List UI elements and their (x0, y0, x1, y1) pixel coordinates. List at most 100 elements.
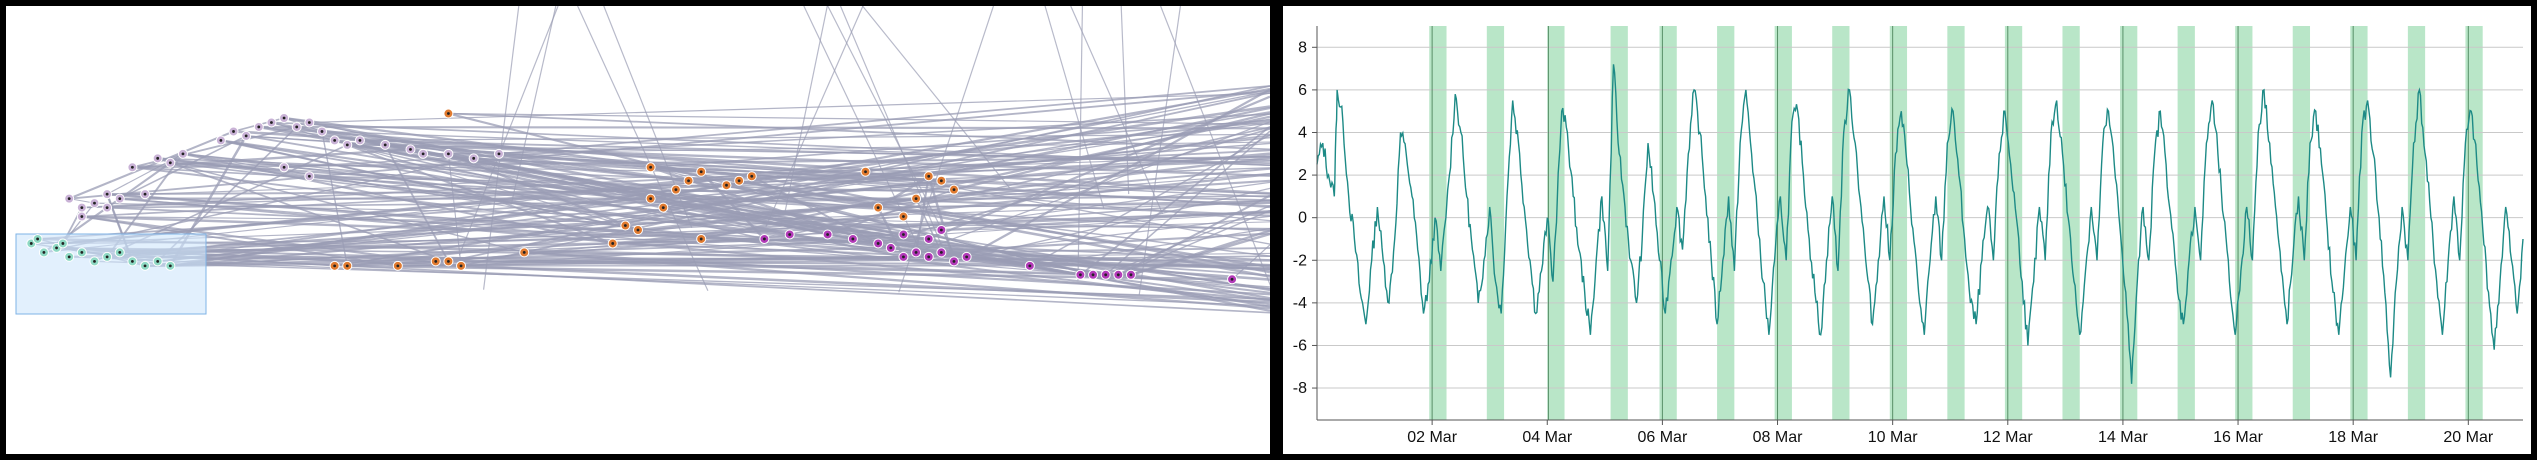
graph-node-center (143, 264, 147, 268)
graph-node-center (864, 170, 867, 174)
graph-node-center (902, 255, 905, 259)
graph-node-center (80, 206, 84, 210)
graph-node-center (61, 242, 65, 245)
graph-node-center (889, 246, 893, 250)
graph-node-center (927, 255, 931, 259)
graph-edge (448, 112, 1270, 151)
highlight-band (2177, 26, 2195, 420)
graph-node-center (105, 255, 109, 259)
graph-node-center (939, 228, 943, 232)
graph-panel[interactable] (6, 6, 1270, 454)
graph-edge (458, 6, 559, 256)
graph-edge (1160, 6, 1270, 287)
highlight-band (2062, 26, 2080, 420)
graph-node-center (105, 206, 109, 210)
graph-node-center (1104, 273, 1108, 277)
x-tick-label: 12 Mar (1983, 429, 2033, 446)
graph-edge (448, 112, 1270, 125)
highlight-band (2407, 26, 2426, 420)
highlight-band (1610, 26, 1628, 420)
graph-node-center (939, 179, 943, 183)
graph-edge (81, 215, 879, 245)
x-tick-label: 04 Mar (1522, 429, 1572, 446)
graph-node-center (282, 116, 286, 120)
series-line (1316, 64, 2524, 384)
x-tick-label: 16 Mar (2213, 429, 2263, 446)
graph-node-center (472, 156, 476, 160)
graph-edge (862, 6, 1011, 189)
graph-node-center (232, 130, 235, 133)
graph-edge (941, 251, 1270, 277)
graph-edge (765, 6, 864, 228)
graph-edge (170, 162, 525, 254)
graph-edge (346, 143, 614, 245)
graph-edge (1029, 227, 1270, 267)
timeseries-panel[interactable]: 8 6 4 2 0 -2 -4 -6 -8 02 Mar 04 Mar 06 Mar 08 Mar 10… (1283, 6, 2531, 454)
graph-node-center (29, 242, 33, 245)
graph-node-center (1079, 273, 1082, 277)
graph-edge (839, 6, 947, 255)
highlight-band (2235, 26, 2253, 420)
graph-node-center (333, 139, 337, 142)
graph-node-center (345, 264, 349, 268)
graph-node-center (219, 139, 223, 142)
graph-node-center (118, 197, 122, 201)
graph-edge (334, 133, 1270, 142)
graph-node-center (497, 152, 501, 156)
graph-node-center (447, 152, 450, 156)
graph-node-center (826, 233, 829, 236)
y-tick-labels: 8 6 4 2 0 -2 -4 -6 -8 (1293, 39, 1307, 397)
graph-node-center (80, 215, 84, 218)
graph-edge (1079, 125, 1270, 276)
graph-node-center (1028, 264, 1032, 268)
graph-node-center (244, 134, 248, 138)
graph-node-center (876, 206, 880, 210)
highlight-band (1659, 26, 1677, 420)
graph-edge (789, 126, 1270, 236)
graph-edge (510, 6, 557, 205)
y-tick-label: 6 (1298, 82, 1307, 99)
graph-node-center (1129, 273, 1133, 277)
selection-box[interactable] (15, 233, 207, 315)
graph-node-center (333, 264, 337, 268)
graph-edge (878, 200, 1270, 209)
graph-edge (157, 157, 740, 182)
graph-edge (1070, 6, 1164, 214)
graph-edge (1029, 134, 1270, 267)
graph-edge (334, 139, 904, 259)
graph-edge (877, 175, 930, 209)
graph-node-center (788, 233, 792, 236)
timeseries-chart[interactable]: 8 6 4 2 0 -2 -4 -6 -8 02 Mar 04 Mar 06 Mar 08 Mar 10… (1283, 6, 2531, 454)
graph-edges (31, 6, 1270, 314)
graph-node-center (1091, 273, 1095, 277)
graph-edge (69, 89, 1270, 200)
highlight-band (1774, 26, 1792, 420)
graph-node-center (295, 125, 299, 129)
graph-node-center (447, 112, 450, 115)
x-tick-label: 02 Mar (1407, 429, 1457, 446)
graph-canvas[interactable] (6, 6, 1270, 454)
graph-edge (1138, 6, 1182, 296)
highlight-band (2004, 26, 2023, 420)
graph-node-center (725, 183, 728, 187)
x-tick-label: 18 Mar (2328, 429, 2378, 446)
graph-node-center (168, 161, 172, 165)
graph-edge (953, 187, 1270, 262)
graph-node-center (737, 179, 741, 183)
graph-edge (941, 209, 1270, 232)
graph-edge (688, 180, 879, 209)
graph-edge (612, 173, 1270, 245)
graph-edge (309, 92, 1270, 124)
graph-edge (941, 251, 1270, 267)
x-tick-label: 08 Mar (1753, 429, 1803, 446)
graph-node-center (118, 251, 122, 254)
graph-node-center (42, 251, 46, 254)
x-tick-label: 14 Mar (2098, 429, 2148, 446)
graph-edge (1105, 205, 1270, 276)
graph-node-center (257, 125, 261, 129)
graph-node-center (168, 264, 172, 268)
y-tick-label: -2 (1293, 252, 1307, 269)
graph-edge (145, 246, 891, 267)
graph-edge (1130, 229, 1270, 276)
graph-node-center (1230, 277, 1234, 281)
